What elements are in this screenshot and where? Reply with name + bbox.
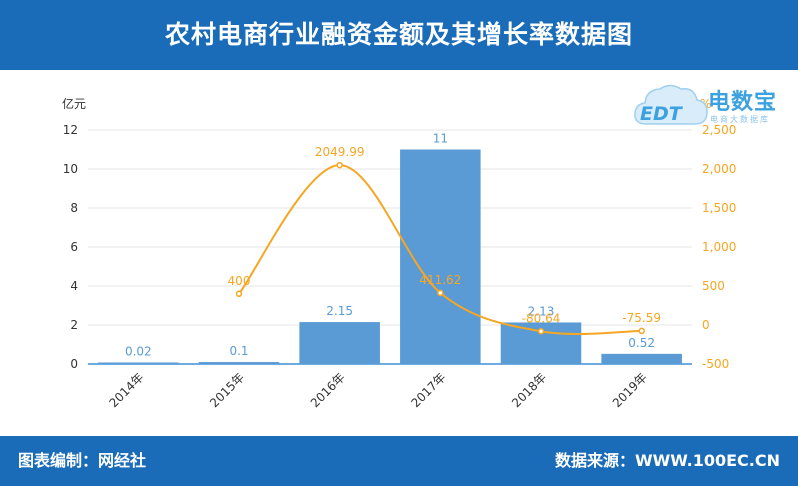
- bar: [98, 362, 179, 364]
- logo-mark-text: EDT: [640, 103, 684, 125]
- bar-value-label: 0.1: [229, 344, 248, 358]
- y-right-tick-label: 500: [702, 279, 725, 293]
- y-right-tick-label: 2,000: [702, 162, 736, 176]
- x-tick-label: 2017年: [408, 370, 448, 410]
- x-tick-label: 2018年: [509, 370, 549, 410]
- logo-name: 电数宝: [708, 90, 778, 115]
- growth-rate-point: [638, 327, 645, 335]
- y-right-tick-label: 1,000: [702, 240, 736, 254]
- page-title: 农村电商行业融资金额及其增长率数据图: [164, 20, 633, 49]
- brand-logo: EDT 电数宝 电商大数据库: [632, 78, 798, 138]
- growth-rate-point: [336, 161, 343, 169]
- line-value-label: -80.64: [522, 311, 561, 325]
- growth-rate-point: [235, 290, 243, 298]
- x-tick-label: 2019年: [610, 370, 650, 410]
- y-right-tick-label: 2,500: [702, 123, 736, 137]
- y-right-tick-label: -500: [702, 357, 729, 371]
- y-right-tick-label: 0: [702, 318, 710, 332]
- chart-area: 0 2 4 6 8 10 12 -500 0 500 1,000 1,500 2,000 2,500 亿元%…: [0, 70, 798, 436]
- growth-rate-point: [437, 289, 444, 297]
- growth-rate-point: [537, 328, 545, 335]
- y-left-tick-label: 2: [70, 318, 78, 332]
- bar: [601, 353, 682, 364]
- y-left-axis-label: 亿元: [62, 96, 86, 111]
- bar: [198, 362, 280, 364]
- x-tick-label: 2016年: [308, 370, 348, 410]
- bar-value-label: 0.02: [125, 345, 152, 359]
- logo-subtitle: 电商大数据库: [710, 115, 770, 124]
- growth-rate-line: [238, 164, 642, 335]
- footer-bar: 图表编制：网经社 数据来源：WWW.100EC.CN: [0, 436, 798, 486]
- y-right-axis-label: %: [700, 97, 711, 111]
- x-tick-label: 2015年: [207, 370, 247, 410]
- bar-value-label: 2.13: [528, 304, 555, 318]
- y-left-tick-label: 6: [70, 240, 78, 254]
- line-value-label: 400: [228, 274, 251, 288]
- y-right-tick-label: 1,500: [702, 201, 736, 215]
- bar-value-label: 0.52: [628, 336, 655, 350]
- line-value-label: 2049.99: [315, 145, 365, 159]
- bar: [299, 322, 380, 364]
- y-left-tick-label: 0: [70, 357, 78, 371]
- y-left-tick-label: 12: [63, 123, 78, 137]
- footer-source: 数据来源：WWW.100EC.CN: [554, 451, 780, 470]
- y-left-tick-label: 8: [70, 201, 78, 215]
- x-tick-label: 2014年: [106, 370, 146, 410]
- bar-value-label: 11: [433, 132, 448, 146]
- bar-value-label: 2.15: [326, 304, 353, 318]
- footer-credit: 图表编制：网经社: [18, 451, 147, 470]
- y-left-tick-label: 4: [70, 279, 78, 293]
- combo-chart: 0 2 4 6 8 10 12 -500 0 500 1,000 1,500 2,000 2,500 亿元%…: [62, 96, 736, 410]
- cloud-logo-icon: EDT: [634, 84, 708, 125]
- y-left-tick-label: 10: [63, 162, 78, 176]
- line-value-label: 411.62: [419, 273, 461, 287]
- line-value-label: -75.59: [622, 311, 661, 325]
- header-bar: [0, 0, 798, 70]
